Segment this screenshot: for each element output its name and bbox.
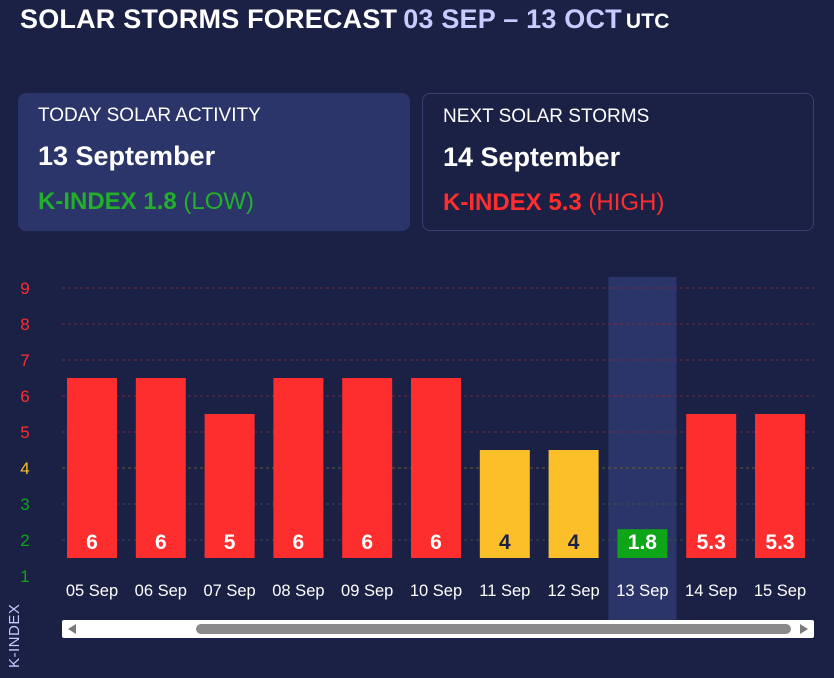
x-tick-label: 08 Sep xyxy=(272,582,324,600)
bar-value-label: 5 xyxy=(224,531,236,554)
highlight-column xyxy=(608,277,677,620)
bar-value-label: 6 xyxy=(86,531,98,554)
bar xyxy=(617,529,668,558)
bar xyxy=(342,378,393,558)
date-range: 03 SEP – 13 OCT xyxy=(403,4,622,34)
x-tick-label: 13 Sep xyxy=(616,582,668,600)
y-tick-label: 4 xyxy=(20,459,29,478)
bar-value-label: 4 xyxy=(499,531,511,554)
y-tick-label: 2 xyxy=(20,531,29,550)
bar xyxy=(273,378,324,558)
bar-value-label: 1.8 xyxy=(628,531,658,554)
y-tick-label: 7 xyxy=(20,351,29,370)
scrollbar-thumb[interactable] xyxy=(196,624,791,634)
bar xyxy=(67,378,117,558)
bar-value-label: 6 xyxy=(430,531,442,554)
y-tick-label: 6 xyxy=(20,387,29,406)
y-axis-label: K-INDEX xyxy=(6,603,23,668)
next-card-date: 14 September xyxy=(443,142,621,172)
today-card-date: 13 September xyxy=(38,141,216,171)
x-tick-label: 07 Sep xyxy=(203,582,255,600)
x-tick-label: 09 Sep xyxy=(341,582,393,600)
x-tick-label: 14 Sep xyxy=(685,582,737,600)
x-tick-label: 15 Sep xyxy=(754,582,806,600)
y-tick-label: 3 xyxy=(20,495,29,514)
bar xyxy=(204,414,255,558)
today-kindex-level: (LOW) xyxy=(183,188,255,215)
bar xyxy=(755,414,805,558)
page-title: SOLAR STORMS FORECAST 03 SEP – 13 OCT UTC xyxy=(20,4,670,35)
y-tick-label: 5 xyxy=(20,423,29,442)
timezone-label: UTC xyxy=(625,10,670,33)
next-storms-card: NEXT SOLAR STORMS 14 September K-INDEX 5… xyxy=(422,93,814,231)
x-tick-label: 06 Sep xyxy=(135,582,187,600)
today-kindex-value: K-INDEX 1.8 xyxy=(38,188,177,215)
today-activity-card: TODAY SOLAR ACTIVITY 13 September K-INDE… xyxy=(18,93,410,231)
next-kindex: K-INDEX 5.3 (HIGH) xyxy=(443,189,664,217)
today-card-label: TODAY SOLAR ACTIVITY xyxy=(38,105,261,126)
bar-value-label: 6 xyxy=(155,531,167,554)
y-tick-label: 9 xyxy=(20,279,29,298)
y-tick-label: 8 xyxy=(20,315,29,334)
bar xyxy=(135,378,186,558)
bar-value-label: 6 xyxy=(293,531,305,554)
bar-value-label: 5.3 xyxy=(697,531,726,554)
x-tick-label: 10 Sep xyxy=(410,582,462,600)
bar xyxy=(411,378,461,558)
title-text: SOLAR STORMS FORECAST xyxy=(20,4,398,34)
chart-scrollbar[interactable] xyxy=(62,620,814,638)
bar-value-label: 5.3 xyxy=(765,531,794,554)
bar-value-label: 6 xyxy=(361,531,373,554)
arrow-right-icon[interactable] xyxy=(800,624,808,634)
x-tick-label: 05 Sep xyxy=(66,582,118,600)
bar-value-label: 4 xyxy=(568,531,580,554)
arrow-left-icon[interactable] xyxy=(68,624,76,634)
y-tick-label: 1 xyxy=(20,567,29,586)
bar xyxy=(686,414,737,558)
next-kindex-level: (HIGH) xyxy=(588,189,665,216)
bar xyxy=(479,450,530,558)
x-tick-label: 12 Sep xyxy=(547,582,599,600)
bar xyxy=(548,450,599,558)
kindex-bar-chart: 1 2 3 4 5 6 7 8 9 6 05 Sep 6 06 Sep 5 07 Sep 6 08 Sep 6 09… xyxy=(20,277,814,620)
today-kindex: K-INDEX 1.8 (LOW) xyxy=(38,188,254,216)
next-kindex-value: K-INDEX 5.3 xyxy=(443,189,582,216)
x-tick-label: 11 Sep xyxy=(479,582,530,600)
next-card-label: NEXT SOLAR STORMS xyxy=(443,106,650,127)
